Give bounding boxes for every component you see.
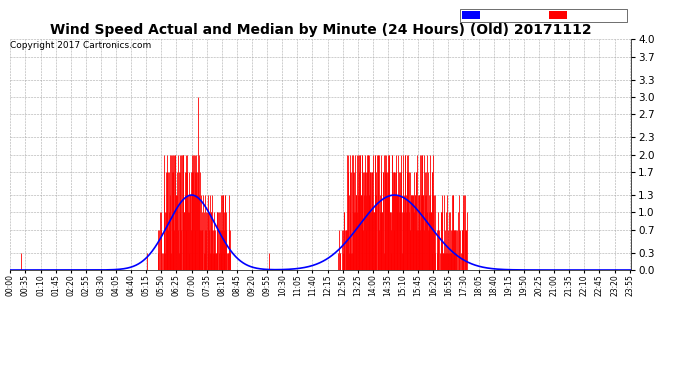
Title: Wind Speed Actual and Median by Minute (24 Hours) (Old) 20171112: Wind Speed Actual and Median by Minute (… [50, 23, 591, 37]
Legend: Median (mph), Wind  (mph): Median (mph), Wind (mph) [460, 9, 627, 22]
Text: Copyright 2017 Cartronics.com: Copyright 2017 Cartronics.com [10, 41, 152, 50]
